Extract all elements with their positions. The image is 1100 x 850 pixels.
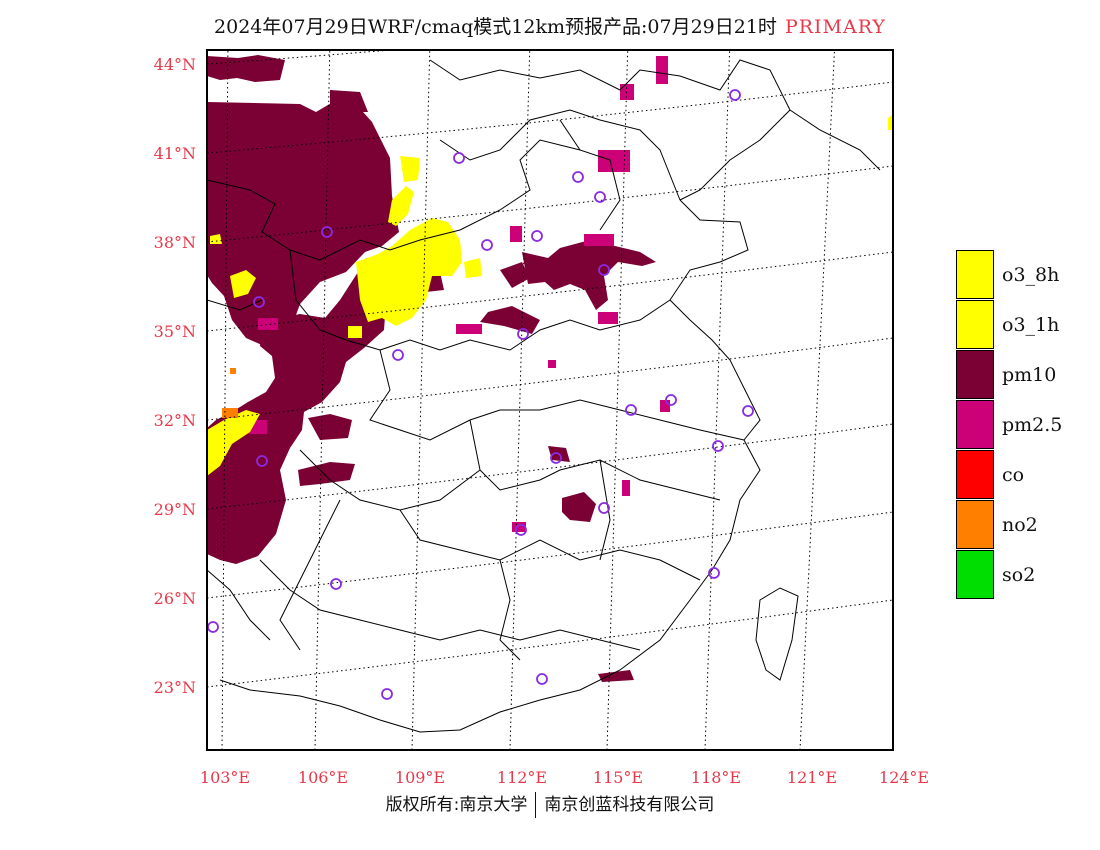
lon-label: 115°E [593, 768, 643, 787]
legend-swatch [956, 250, 994, 299]
lat-label: 44°N [154, 55, 196, 74]
copyright-footer: 版权所有:南京大学 南京创蓝科技有限公司 [0, 790, 1100, 818]
legend-label: o3_8h [1002, 264, 1060, 286]
lon-label: 121°E [787, 768, 837, 787]
lat-label: 41°N [154, 144, 196, 163]
legend-label: pm2.5 [1002, 414, 1063, 436]
legend-label: no2 [1002, 514, 1038, 536]
lon-label: 109°E [395, 768, 445, 787]
copyright-right: 南京创蓝科技有限公司 [544, 795, 715, 815]
copyright-left: 版权所有:南京大学 [385, 795, 528, 815]
legend-label: so2 [1002, 564, 1036, 586]
legend-label: pm10 [1002, 364, 1057, 386]
lon-label: 112°E [497, 768, 547, 787]
map-title: 2024年07月29日WRF/cmaq模式12km预报产品:07月29日21时 P… [0, 12, 1100, 39]
longitude-labels: 103°E 106°E 109°E 112°E 115°E 118°E 121°… [200, 768, 929, 787]
lon-label: 103°E [200, 768, 250, 787]
legend-swatch [956, 300, 994, 349]
lat-label: 29°N [154, 500, 196, 519]
primary-tag: PRIMARY [784, 16, 886, 38]
latitude-labels: 44°N 41°N 38°N 35°N 32°N 29°N 26°N 23°N [154, 55, 196, 697]
legend-swatch [956, 450, 994, 499]
no2-spots [222, 368, 238, 418]
footer-divider [535, 792, 537, 818]
pm25-spots [245, 56, 670, 532]
lon-label: 106°E [298, 768, 348, 787]
legend-swatch [956, 500, 994, 549]
boundary-lines [207, 59, 881, 733]
lat-label: 35°N [154, 322, 196, 341]
lat-label: 32°N [154, 411, 196, 430]
map-frame [206, 49, 894, 751]
lon-label: 124°E [879, 768, 929, 787]
legend-swatch [956, 350, 994, 399]
title-text: 2024年07月29日WRF/cmaq模式12km预报产品:07月29日21时 [214, 16, 777, 38]
legend-swatch [956, 550, 994, 599]
map-content [207, 50, 893, 750]
legend-label: o3_1h [1002, 314, 1060, 336]
lat-label: 26°N [154, 589, 196, 608]
legend-swatch [956, 400, 994, 449]
lat-label: 38°N [154, 233, 196, 252]
legend-label: co [1002, 464, 1025, 486]
lat-label: 23°N [154, 678, 196, 697]
longitude-lines [221, 50, 893, 750]
o3-regions [207, 114, 893, 476]
lon-label: 118°E [691, 768, 741, 787]
